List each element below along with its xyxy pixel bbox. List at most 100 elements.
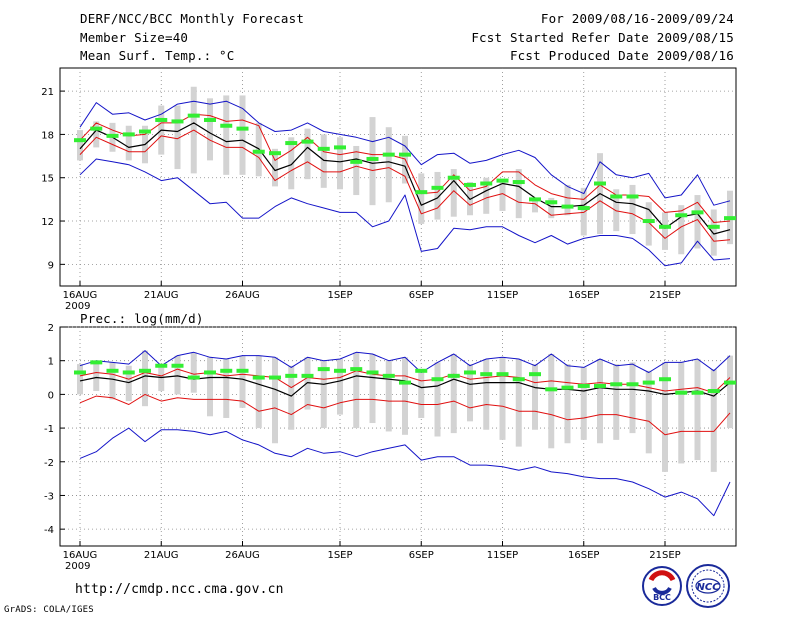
climatology-marker (366, 156, 379, 161)
x-tick-label: 6SEP (409, 290, 434, 301)
precipitation-panel: 2 1 0 -1 -2 -3 -4 16AUG 21AUG 26AUG 1SEP 6SEP 11SEP 1… (44, 323, 737, 572)
chart-title: DERF/NCC/BCC Monthly Forecast (80, 11, 305, 26)
ensemble-bar (288, 137, 295, 190)
ensemble-bar (694, 359, 701, 461)
ensemble-bar (515, 359, 522, 447)
x-tick-label: 21SEP (649, 550, 680, 561)
climatology-marker (707, 224, 720, 229)
climatology-marker (220, 368, 233, 373)
y-tick-label: 1 (48, 357, 54, 368)
ensemble-bar (727, 355, 733, 429)
ensemble-bar (174, 355, 181, 395)
x-tick-label: 21AUG (144, 290, 179, 301)
year-label: 2009 (65, 561, 90, 572)
climatology-marker (220, 123, 233, 128)
forecast-range-label: For 2009/08/16-2009/09/24 (540, 11, 734, 26)
climatology-marker (529, 372, 541, 377)
x-tick-label: 11SEP (487, 550, 518, 561)
climatology-marker (236, 368, 249, 373)
ensemble-bar (142, 350, 148, 407)
climatology-marker (561, 385, 574, 390)
ensemble-bar (467, 364, 473, 422)
climatology-marker (512, 180, 525, 185)
climatology-marker (74, 138, 86, 143)
ensemble-bar (499, 179, 506, 211)
ensemble-bar (483, 177, 490, 214)
year-label: 2009 (65, 301, 90, 312)
ensemble-bar (239, 355, 246, 408)
x-tick-label: 6SEP (409, 550, 434, 561)
ensemble-bar (109, 362, 116, 400)
ensemble-bar (207, 98, 213, 161)
climatology-marker (431, 377, 444, 382)
climatology-marker (480, 372, 493, 377)
x-tick-label: 16AUG (63, 290, 98, 301)
ensemble-bar (564, 364, 571, 444)
ensemble-bar (613, 364, 620, 440)
ensemble-bar (434, 171, 441, 220)
ensemble-bar (304, 357, 311, 410)
climatology-marker (512, 377, 525, 382)
climatology-marker (496, 178, 509, 183)
climatology-marker (334, 145, 346, 150)
ensemble-bar (548, 353, 555, 449)
climatology-marker (204, 370, 216, 375)
climatology-marker (187, 113, 200, 118)
ensemble-bar (385, 127, 392, 203)
ensemble-bar (239, 95, 246, 175)
x-tick-label: 26AUG (225, 290, 260, 301)
climatology-marker (675, 213, 688, 218)
climatology-marker (642, 380, 655, 385)
climatology-marker (399, 152, 411, 157)
x-tick-label: 1SEP (327, 290, 352, 301)
ensemble-bar (645, 370, 652, 454)
y-tick-label: 12 (41, 217, 54, 228)
ensemble-bar (629, 184, 636, 235)
ensemble-bar (272, 148, 278, 187)
fcst-started-label: Fcst Started Refer Date 2009/08/15 (471, 30, 734, 45)
climatology-marker (642, 219, 655, 224)
y-tick-label: 9 (48, 260, 54, 271)
max-line (79, 350, 731, 373)
ensemble-bar (678, 205, 685, 255)
ensemble-bar (645, 202, 652, 246)
climatology-marker (529, 197, 541, 202)
climatology-marker (285, 373, 298, 378)
ensemble-bar (353, 352, 360, 429)
ensemble-bar (515, 169, 522, 219)
climatology-marker (447, 175, 460, 180)
ensemble-bar (288, 365, 295, 430)
ensemble-bar (710, 369, 717, 472)
x-tick-label: 16AUG (63, 550, 98, 561)
climatology-marker (415, 368, 428, 373)
ensemble-bar (320, 134, 327, 188)
climatology-marker (577, 206, 590, 211)
x-tick-label: 16SEP (568, 290, 599, 301)
fcst-produced-label: Fcst Produced Date 2009/08/16 (509, 48, 734, 63)
ensemble-bar (223, 95, 230, 175)
climatology-marker (545, 200, 558, 205)
source-url[interactable]: http://cmdp.ncc.cma.gov.cn (75, 582, 284, 597)
ensemble-bar (450, 353, 457, 434)
climatology-marker (122, 132, 135, 137)
climatology-marker (415, 190, 428, 195)
plot-frame (59, 326, 737, 547)
climatology-marker (139, 368, 151, 373)
ensemble-bar (337, 137, 343, 190)
ensemble-bar (402, 357, 408, 435)
ensemble-bar (662, 212, 668, 250)
climatology-marker (724, 380, 736, 385)
climatology-marker (106, 368, 119, 373)
ensemble-bar (77, 364, 83, 395)
ensemble-bar (418, 173, 425, 224)
climatology-marker (561, 204, 574, 209)
climatology-marker (269, 151, 281, 156)
climatology-marker (707, 389, 720, 394)
climatology-marker (252, 375, 265, 380)
ensemble-bar (662, 362, 668, 472)
climatology-marker (382, 152, 395, 157)
climatology-marker (724, 216, 736, 221)
climatology-marker (252, 149, 265, 154)
ensemble-bar (93, 360, 100, 392)
climatology-marker (350, 367, 363, 372)
